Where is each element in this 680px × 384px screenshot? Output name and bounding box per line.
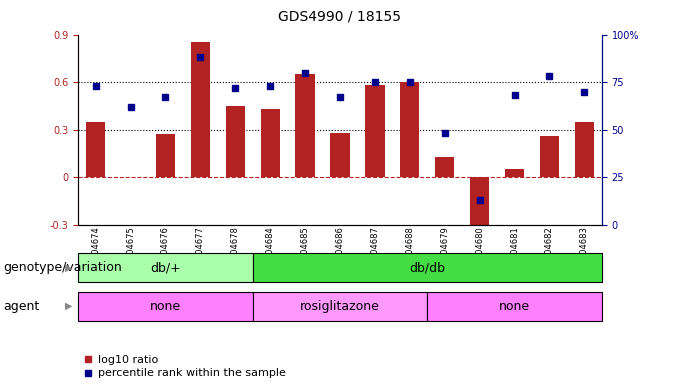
Bar [296, 74, 315, 177]
Bar [156, 134, 175, 177]
Bar [435, 157, 454, 177]
Bar [78, 253, 253, 282]
Text: ▶: ▶ [65, 263, 73, 273]
Bar [253, 292, 427, 321]
Bar [86, 122, 105, 177]
Text: genotype/variation: genotype/variation [3, 262, 122, 274]
Bar [226, 106, 245, 177]
Bar [191, 43, 210, 177]
Text: db/+: db/+ [150, 262, 181, 274]
Text: rosiglitazone: rosiglitazone [300, 300, 380, 313]
Bar [505, 169, 524, 177]
Bar [253, 253, 602, 282]
Bar [260, 109, 279, 177]
Bar [470, 177, 489, 237]
Bar [575, 122, 594, 177]
Text: none: none [499, 300, 530, 313]
Bar [427, 292, 602, 321]
Bar [365, 85, 384, 177]
Bar [401, 82, 420, 177]
Bar [540, 136, 559, 177]
Bar [78, 292, 253, 321]
Text: agent: agent [3, 300, 39, 313]
Text: ▶: ▶ [65, 301, 73, 311]
Text: none: none [150, 300, 181, 313]
Text: db/db: db/db [409, 262, 445, 274]
Legend: log10 ratio, percentile rank within the sample: log10 ratio, percentile rank within the … [84, 355, 286, 379]
Text: GDS4990 / 18155: GDS4990 / 18155 [279, 10, 401, 23]
Bar [330, 133, 350, 177]
